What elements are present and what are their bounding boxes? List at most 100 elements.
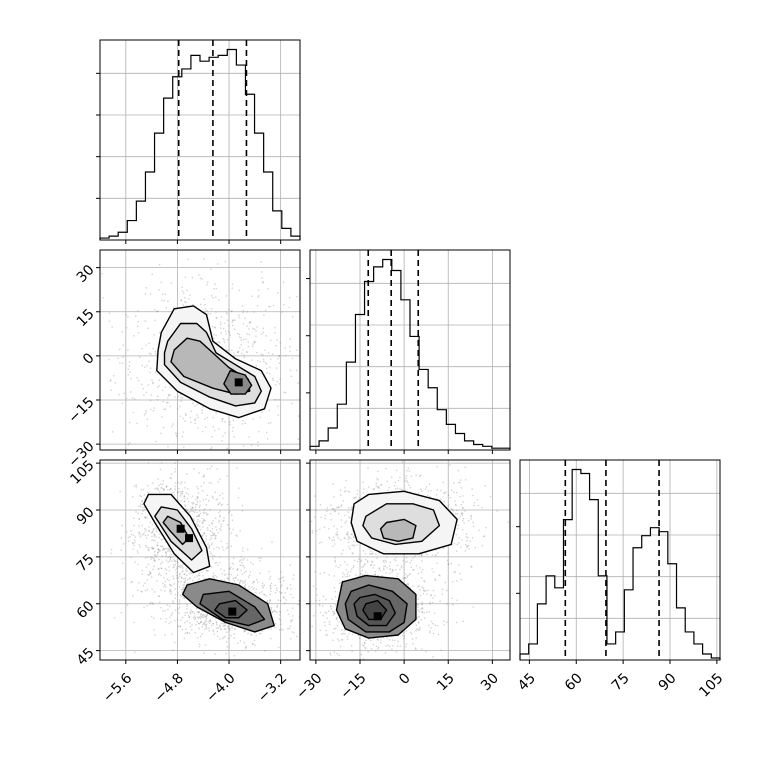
sample-point xyxy=(313,615,315,617)
sample-point xyxy=(205,620,207,623)
sample-point xyxy=(447,552,449,555)
sample-point xyxy=(473,502,476,504)
sample-point xyxy=(140,495,142,498)
sample-point xyxy=(297,438,300,440)
sample-point xyxy=(155,440,157,443)
sample-point xyxy=(153,535,155,537)
sample-point xyxy=(357,575,360,578)
sample-point xyxy=(242,550,244,552)
sample-point xyxy=(289,584,292,586)
sample-point xyxy=(187,493,190,495)
sample-point xyxy=(158,572,161,575)
sample-point xyxy=(196,496,199,498)
sample-point xyxy=(417,621,420,623)
sample-point xyxy=(432,589,435,592)
sample-point xyxy=(471,566,473,568)
sample-point xyxy=(186,608,188,610)
sample-point xyxy=(269,585,272,587)
sample-point xyxy=(264,362,267,364)
sample-point xyxy=(297,603,299,606)
sample-point xyxy=(168,566,170,568)
sample-point xyxy=(378,487,380,489)
sample-point xyxy=(127,374,130,376)
sample-point xyxy=(367,467,369,469)
sample-point xyxy=(144,293,147,295)
sample-point xyxy=(172,600,174,602)
sample-point xyxy=(192,617,195,619)
sample-point xyxy=(268,601,270,604)
sample-point xyxy=(342,572,344,574)
sample-point xyxy=(458,542,460,544)
sample-point xyxy=(404,480,406,482)
sample-point xyxy=(226,349,228,351)
sample-point xyxy=(347,490,350,493)
sample-point xyxy=(261,582,264,584)
sample-point xyxy=(165,585,167,588)
sample-point xyxy=(467,519,470,522)
sample-point xyxy=(229,510,231,513)
sample-point xyxy=(148,352,151,355)
sample-point xyxy=(180,595,182,598)
joint-3-2-frame xyxy=(309,459,511,661)
sample-point xyxy=(456,513,458,515)
sample-point xyxy=(211,435,213,438)
sample-point xyxy=(157,548,160,551)
sample-point xyxy=(236,535,238,537)
sample-point xyxy=(164,580,166,583)
sample-point xyxy=(331,598,333,600)
sample-point xyxy=(157,548,160,550)
sample-point xyxy=(158,601,161,604)
sample-point xyxy=(149,601,152,604)
sample-point xyxy=(191,572,193,575)
sample-point xyxy=(232,578,235,580)
sample-point xyxy=(231,519,234,521)
sample-point xyxy=(420,594,422,597)
sample-point xyxy=(379,641,382,644)
sample-point xyxy=(108,320,111,322)
sample-point xyxy=(340,553,343,555)
sample-point xyxy=(481,506,483,509)
sample-point xyxy=(185,492,188,494)
hist-param3-bin xyxy=(616,632,625,660)
sample-point xyxy=(349,517,351,519)
sample-point xyxy=(425,486,428,488)
sample-point xyxy=(256,305,259,307)
sample-point xyxy=(419,626,421,629)
sample-point xyxy=(199,303,202,306)
sample-point xyxy=(260,353,262,356)
sample-point xyxy=(241,573,243,575)
sample-point xyxy=(198,274,200,276)
sample-point xyxy=(202,534,204,537)
sample-point xyxy=(147,563,150,566)
sample-point xyxy=(242,564,245,567)
sample-point xyxy=(323,526,326,528)
sample-point xyxy=(224,635,226,638)
sample-point xyxy=(168,570,171,572)
sample-point xyxy=(376,574,379,577)
sample-point xyxy=(435,494,438,496)
sample-point xyxy=(167,561,169,563)
y-tick-label: 75 xyxy=(74,551,98,575)
sample-point xyxy=(215,287,218,290)
sample-point xyxy=(333,611,335,613)
sample-point xyxy=(244,630,247,632)
sample-point xyxy=(408,574,411,576)
sample-point xyxy=(142,533,145,535)
sample-point xyxy=(211,625,213,627)
sample-point xyxy=(346,563,349,566)
sample-point xyxy=(411,638,414,640)
sample-point xyxy=(339,645,342,648)
sample-point xyxy=(248,328,250,330)
sample-point xyxy=(141,569,143,572)
sample-point xyxy=(432,622,434,625)
sample-point xyxy=(262,586,264,589)
sample-point xyxy=(189,510,191,513)
sample-point xyxy=(266,600,269,602)
sample-point xyxy=(395,556,397,559)
sample-point xyxy=(128,442,131,444)
sample-point xyxy=(373,637,375,640)
sample-point xyxy=(462,620,464,623)
sample-point xyxy=(162,426,165,429)
sample-point xyxy=(269,575,272,578)
sample-point xyxy=(372,643,375,646)
